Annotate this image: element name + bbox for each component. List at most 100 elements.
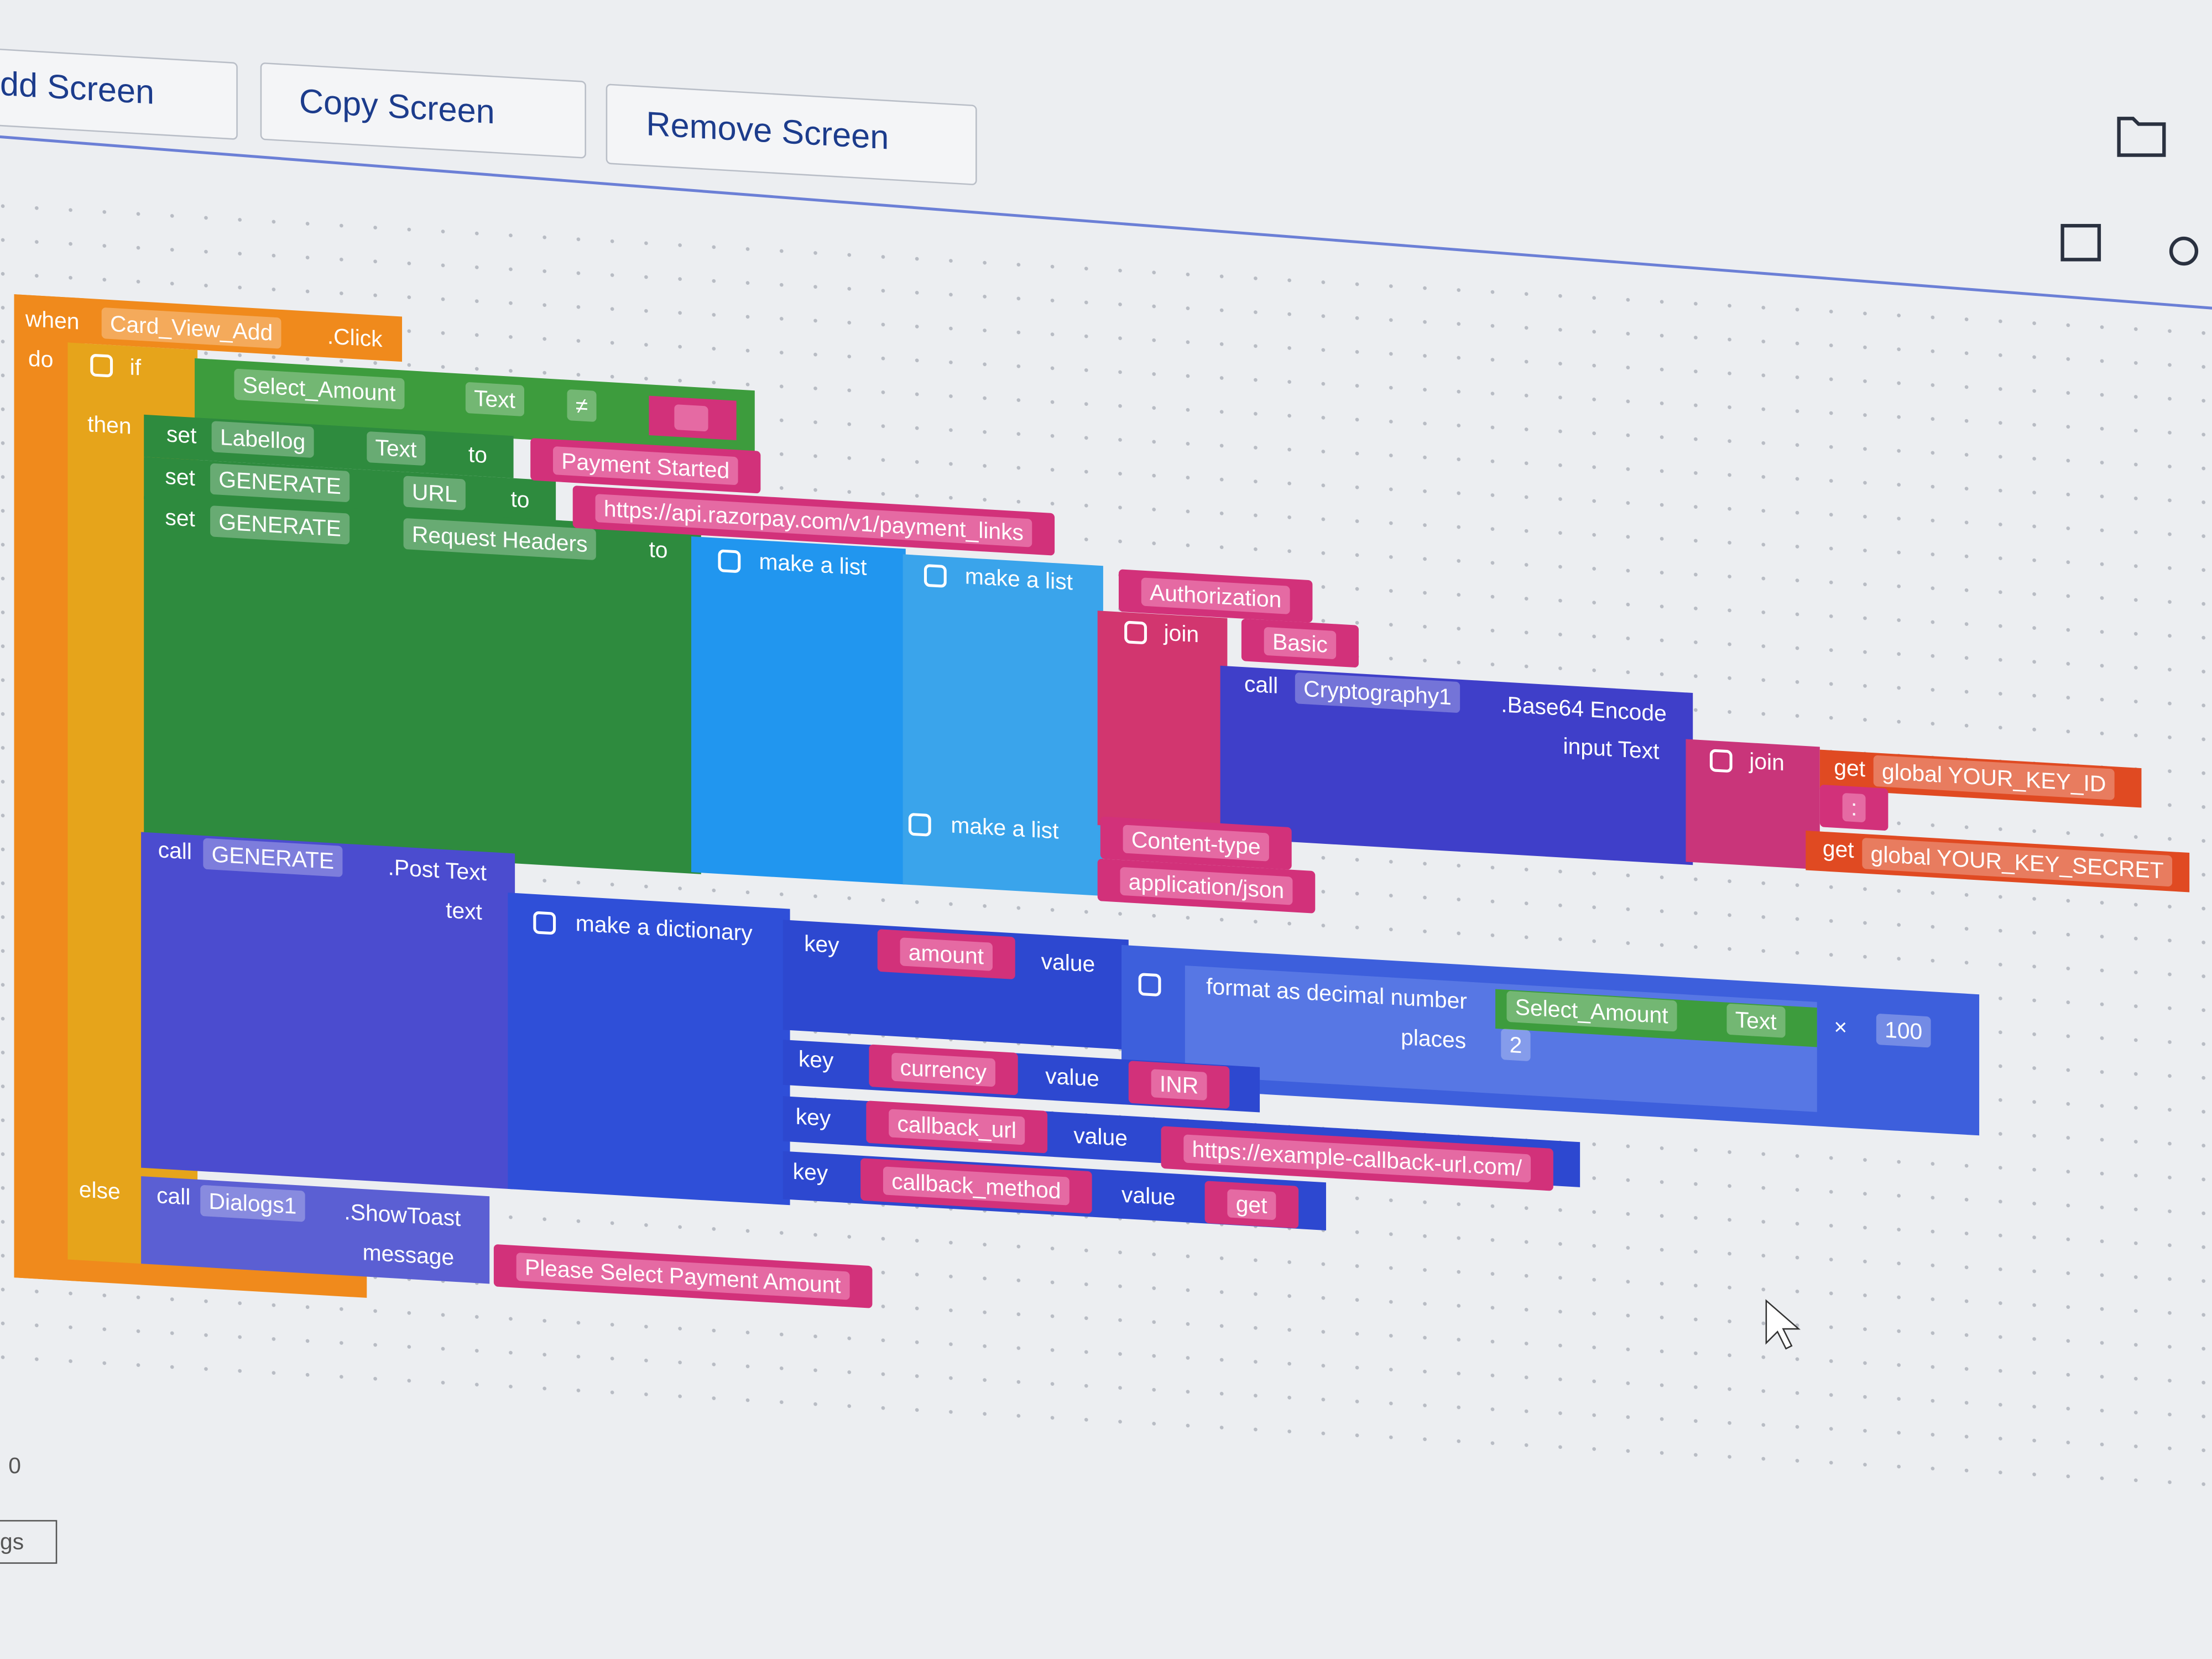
dropdown-pill [1873,755,2115,800]
dropdown-pill [210,463,350,502]
method-name: .Post Text [388,854,487,885]
get-block [1819,749,2142,808]
keyword: key [796,1104,831,1131]
string-value: : [1851,795,1857,821]
copy-screen-button[interactable] [260,62,586,159]
add-screen-label: dd Screen [0,65,154,111]
mouse-cursor [1765,1299,1801,1350]
dropdown-pill [211,421,314,458]
dropdown-pill [234,369,405,410]
param-label: text [446,897,482,925]
join-block [1097,611,1228,833]
string-value: amount [909,940,984,969]
param-label: places [1401,1024,1466,1053]
keyword: set [165,504,195,531]
remove-screen-button[interactable] [606,84,977,185]
sidebar-label: gs [0,1529,24,1554]
dropdown-pill [1295,672,1460,713]
dictionary-block [508,893,790,1206]
operator: × [1834,1014,1847,1040]
keyword: set [165,463,195,491]
keyword: get [1834,754,1865,781]
keyword: value [1041,948,1095,977]
keyword: to [468,441,487,468]
block-label: join [1164,620,1199,648]
property-dropdown[interactable]: URL [412,479,457,507]
keyword: to [649,536,667,563]
number-value[interactable]: 2 [1510,1032,1522,1058]
workspace: dd Screen Copy Screen Remove Screen when… [0,48,2212,1510]
string-pill [553,446,738,485]
string-pill [516,1253,850,1300]
block-label: make a list [951,812,1059,843]
property-dropdown[interactable]: Text [1735,1007,1777,1035]
dropdown-pill [1876,1014,1931,1048]
keyword: if [130,354,142,380]
param-label: message [363,1239,455,1270]
event-body [14,294,85,1282]
block-label: join [1749,748,1785,776]
keyword: do [28,346,53,373]
string-pill [1141,577,1290,614]
compare-block [195,358,755,453]
keyword: key [799,1046,834,1073]
keyword: then [87,411,131,439]
dropdown-pill [210,505,350,545]
set-block [144,496,701,874]
string-pill [900,937,993,971]
list-block [902,554,1103,896]
string-value: Basic [1272,629,1328,658]
dropdown-pill [101,307,281,349]
select-amount-block [1495,989,1817,1047]
block-label: make a list [965,563,1073,594]
list-block [691,536,906,885]
number-value[interactable]: 100 [1885,1017,1922,1045]
dropdown-pill [567,389,597,422]
event-header [14,294,403,362]
set-block [144,414,514,478]
string-pill [883,1166,1070,1206]
property-dropdown[interactable]: Text [474,385,515,413]
component-dropdown[interactable]: Dialogs1 [209,1188,297,1219]
keyword: value [1073,1123,1128,1151]
string-pill [1264,627,1337,659]
counter: 0 [8,1453,21,1478]
dropdown-pill [403,518,596,560]
keyword: to [510,486,529,513]
string-value: get [1236,1191,1267,1218]
add-screen-button[interactable] [0,48,238,140]
dropdown-pill [203,838,343,877]
dropdown-pill [1726,1004,1786,1038]
side-icons [2060,117,2199,266]
string-pill [1227,1189,1276,1220]
string-pill [1842,793,1866,822]
string-pill [1120,867,1293,905]
keyword: value [1045,1063,1099,1092]
keyword: call [1244,671,1278,698]
property-dropdown[interactable]: Text [375,435,417,462]
dropdown-pill [200,1185,305,1222]
string-pill [889,1109,1025,1145]
dropdown-pill [1501,1029,1531,1061]
string-pill [1151,1069,1207,1100]
string-value: INR [1160,1071,1198,1099]
keyword: call [156,1182,190,1209]
set-block [144,457,556,523]
sidebar-box [0,1520,58,1564]
dropdown-pill [1506,991,1677,1032]
toolbar-divider [0,135,2212,310]
keyword: call [158,837,192,864]
operator-dropdown[interactable]: ≠ [576,393,588,419]
component-dropdown[interactable]: Labellog [220,424,305,455]
event-name: .Click [327,323,383,352]
keyword: else [79,1176,121,1204]
toast-block [141,1176,490,1284]
encode-block [1220,665,1693,865]
string-pill [595,494,1032,547]
string-value: currency [900,1055,987,1085]
dropdown-pill [367,431,426,466]
keyword: get [1823,836,1854,863]
dropdown-pill [403,476,466,510]
